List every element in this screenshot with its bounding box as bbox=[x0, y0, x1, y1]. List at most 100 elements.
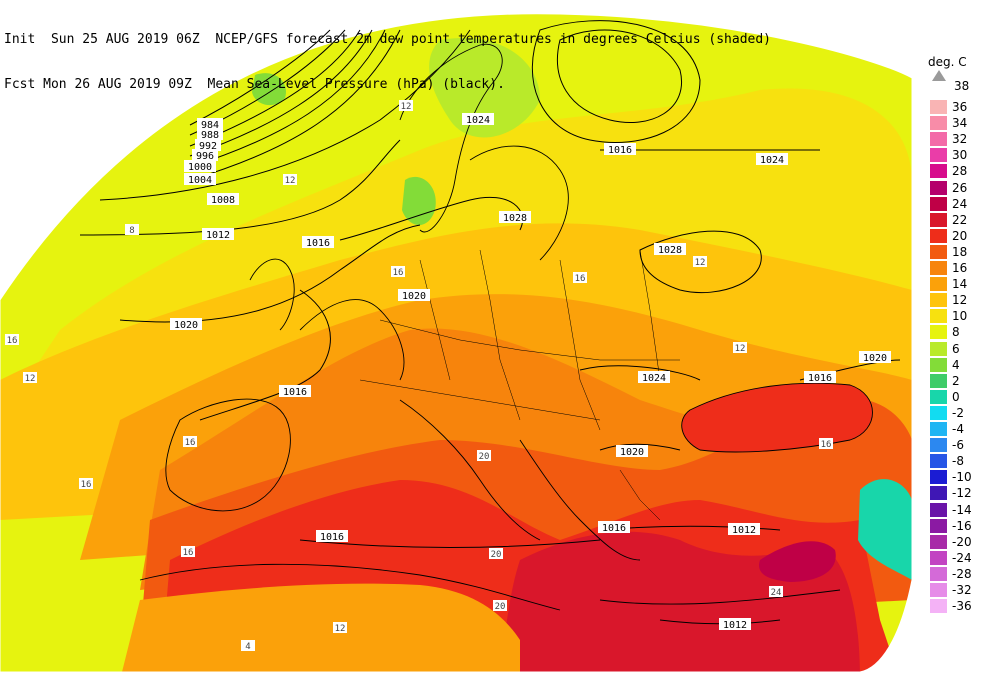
legend-swatch bbox=[930, 566, 947, 581]
header-fcst-line: Fcst Mon 26 AUG 2019 09Z Mean Sea-Level … bbox=[4, 77, 505, 92]
svg-text:1008: 1008 bbox=[211, 195, 235, 206]
svg-text:20: 20 bbox=[479, 452, 490, 462]
legend-item: 30 bbox=[928, 147, 1000, 163]
legend-swatch bbox=[930, 341, 947, 356]
legend-item: 12 bbox=[928, 292, 1000, 308]
legend-label: -28 bbox=[952, 566, 972, 581]
svg-text:16: 16 bbox=[7, 336, 18, 346]
legend-item: -4 bbox=[928, 421, 1000, 437]
svg-text:1024: 1024 bbox=[760, 155, 784, 166]
legend-swatch bbox=[930, 212, 947, 227]
legend-item: 22 bbox=[928, 212, 1000, 228]
legend-item: -8 bbox=[928, 453, 1000, 469]
legend-item: -32 bbox=[928, 582, 1000, 598]
svg-text:20: 20 bbox=[491, 550, 502, 560]
legend-label: -10 bbox=[952, 470, 972, 485]
legend-swatch bbox=[930, 438, 947, 453]
svg-text:8: 8 bbox=[129, 226, 134, 236]
svg-text:1020: 1020 bbox=[863, 353, 887, 364]
dewpoint-labels: 8 12 12 16 16 16 12 12 12 20 20 20 24 16… bbox=[5, 100, 833, 652]
svg-text:984: 984 bbox=[201, 120, 219, 131]
legend-swatch bbox=[930, 534, 947, 549]
borders bbox=[359, 249, 680, 521]
svg-text:1012: 1012 bbox=[206, 230, 230, 241]
legend-label: 26 bbox=[952, 180, 968, 195]
legend-item: 2 bbox=[928, 373, 1000, 389]
svg-text:1012: 1012 bbox=[723, 620, 747, 631]
svg-text:12: 12 bbox=[335, 624, 346, 634]
svg-text:1004: 1004 bbox=[188, 175, 212, 186]
legend-swatch bbox=[930, 357, 947, 372]
legend-swatch bbox=[930, 277, 947, 292]
legend-swatch bbox=[930, 470, 947, 485]
svg-text:16: 16 bbox=[183, 548, 194, 558]
svg-text:1028: 1028 bbox=[658, 245, 682, 256]
legend-label: -20 bbox=[952, 534, 972, 549]
legend-swatch bbox=[930, 373, 947, 388]
svg-text:988: 988 bbox=[201, 130, 219, 141]
legend-label: 22 bbox=[952, 212, 968, 227]
svg-text:24: 24 bbox=[771, 588, 782, 598]
svg-text:12: 12 bbox=[25, 374, 36, 384]
legend-item: 34 bbox=[928, 115, 1000, 131]
svg-text:1016: 1016 bbox=[808, 373, 832, 384]
legend-up-arrow-icon bbox=[932, 70, 946, 81]
legend-swatch bbox=[930, 550, 947, 565]
svg-text:1016: 1016 bbox=[320, 532, 344, 543]
legend-swatch bbox=[930, 422, 947, 436]
legend-item: -12 bbox=[928, 485, 1000, 501]
legend-swatch bbox=[930, 486, 947, 501]
svg-text:16: 16 bbox=[81, 480, 92, 490]
legend-title: deg. C bbox=[928, 55, 967, 69]
svg-text:1028: 1028 bbox=[503, 213, 527, 224]
legend-label: 4 bbox=[952, 357, 960, 372]
legend-swatch bbox=[930, 293, 947, 308]
svg-text:1016: 1016 bbox=[602, 523, 626, 534]
legend-label: 12 bbox=[952, 293, 968, 308]
svg-text:992: 992 bbox=[199, 141, 217, 152]
legend-item: -20 bbox=[928, 534, 1000, 550]
legend-label: 18 bbox=[952, 244, 968, 259]
map-header: Init Sun 25 AUG 2019 06Z NCEP/GFS foreca… bbox=[4, 2, 771, 107]
legend-label: 36 bbox=[952, 100, 968, 114]
legend-label: 10 bbox=[952, 309, 968, 324]
legend-label: -32 bbox=[952, 583, 972, 597]
legend-swatch bbox=[930, 454, 947, 469]
legend-item: 8 bbox=[928, 324, 1000, 340]
legend-label: 32 bbox=[952, 132, 968, 147]
svg-text:1000: 1000 bbox=[188, 162, 212, 173]
svg-text:996: 996 bbox=[196, 151, 214, 162]
svg-text:1020: 1020 bbox=[620, 447, 644, 458]
legend-item: 10 bbox=[928, 308, 1000, 324]
legend-swatch bbox=[930, 100, 947, 114]
legend-label: 0 bbox=[952, 389, 960, 404]
svg-text:16: 16 bbox=[821, 440, 832, 450]
legend-label: -24 bbox=[952, 550, 972, 565]
legend-item: 28 bbox=[928, 163, 1000, 179]
svg-text:1016: 1016 bbox=[283, 387, 307, 398]
legend-label: 20 bbox=[952, 228, 968, 243]
legend-item: -36 bbox=[928, 598, 1000, 614]
svg-text:12: 12 bbox=[401, 102, 412, 112]
legend-item: -6 bbox=[928, 437, 1000, 453]
legend-item: -2 bbox=[928, 405, 1000, 421]
legend-label: -4 bbox=[952, 422, 964, 436]
legend-label: 2 bbox=[952, 373, 960, 388]
legend-label: -12 bbox=[952, 486, 972, 501]
legend-item: -16 bbox=[928, 518, 1000, 534]
legend-item: 36 bbox=[928, 99, 1000, 115]
legend-item: 6 bbox=[928, 341, 1000, 357]
legend-swatch bbox=[930, 261, 947, 275]
legend-label: 6 bbox=[952, 341, 960, 356]
svg-text:12: 12 bbox=[695, 258, 706, 268]
legend-top-label: 38 bbox=[954, 79, 970, 93]
legend-label: -8 bbox=[952, 454, 964, 469]
legend-label: -36 bbox=[952, 599, 972, 614]
svg-text:1016: 1016 bbox=[306, 238, 330, 249]
legend-swatch bbox=[930, 228, 947, 243]
legend-label: 8 bbox=[952, 325, 960, 340]
svg-text:20: 20 bbox=[495, 602, 506, 612]
legend-swatch bbox=[930, 599, 947, 614]
